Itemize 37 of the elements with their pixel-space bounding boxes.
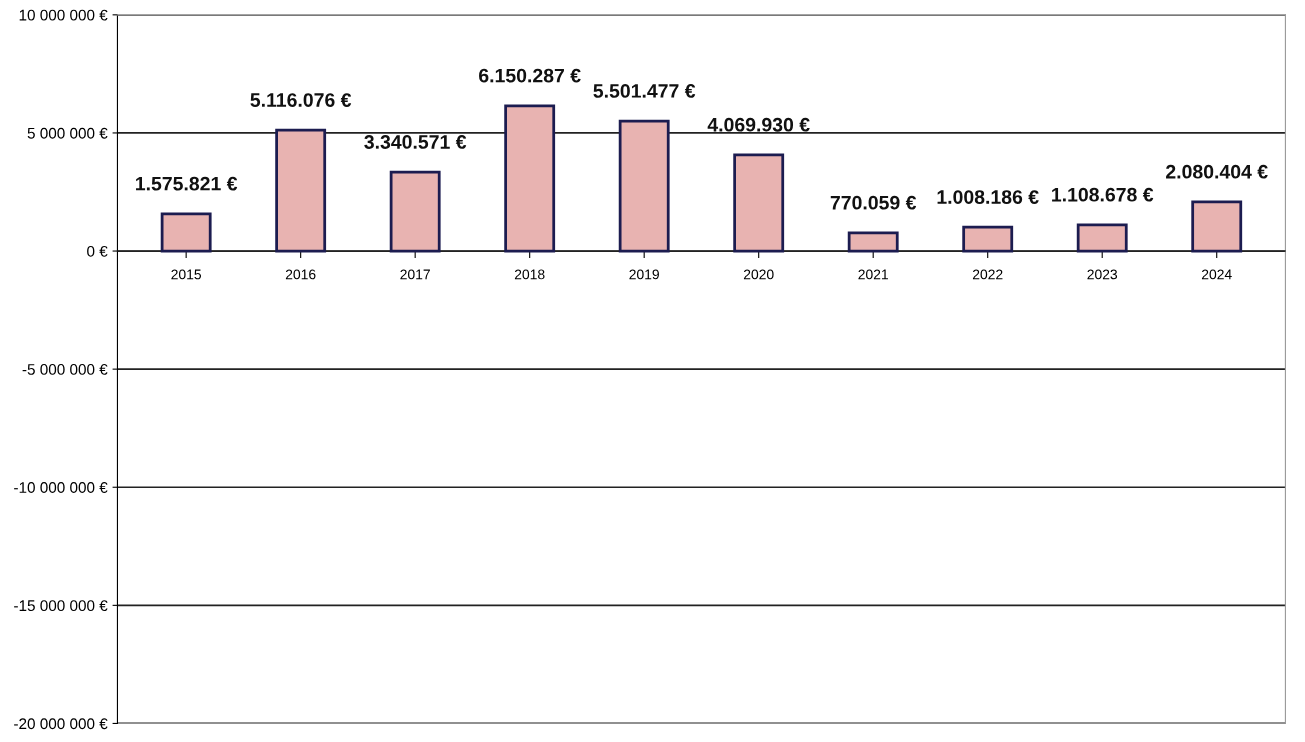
x-tick-label: 2021	[858, 269, 888, 280]
data-label: 1.108.678 €	[1052, 187, 1154, 202]
bar	[160, 212, 212, 253]
y-tick-label: -10 000 000 €	[14, 482, 108, 493]
bar	[1191, 200, 1243, 253]
bar	[847, 231, 899, 253]
y-tick-label: 10 000 000 €	[19, 9, 108, 21]
bar	[275, 128, 327, 253]
bar	[962, 225, 1014, 253]
y-tick-label: 0 €	[87, 245, 108, 257]
bar	[1076, 223, 1128, 253]
data-label: 5.116.076 €	[250, 93, 352, 107]
bar	[504, 104, 556, 253]
bar	[618, 119, 670, 253]
data-label: 1.575.821 €	[136, 176, 238, 191]
bar	[389, 170, 441, 253]
data-label: 5.501.477 €	[593, 84, 696, 98]
x-tick-label: 2022	[972, 269, 1003, 280]
y-tick-label: 5 000 000 €	[27, 127, 108, 139]
x-tick-label: 2019	[629, 269, 659, 280]
x-tick-label: 2017	[400, 269, 430, 280]
bar	[733, 153, 785, 253]
x-tick-label: 2023	[1087, 269, 1118, 280]
y-tick-label: -20 000 000 €	[14, 718, 108, 730]
x-tick-label: 2020	[743, 269, 774, 280]
data-label: 6.150.287 €	[479, 68, 581, 83]
data-label: 770.059 €	[830, 195, 917, 210]
x-tick-label: 2015	[171, 269, 202, 280]
data-label: 1.008.186 €	[937, 190, 1039, 204]
x-tick-label: 2016	[285, 269, 316, 280]
x-tick-label: 2018	[514, 269, 545, 280]
data-label: 2.080.404 €	[1166, 164, 1268, 179]
y-tick-label: -5 000 000 €	[22, 364, 108, 375]
y-tick-label: -15 000 000 €	[14, 600, 108, 612]
data-label: 3.340.571 €	[364, 135, 467, 149]
data-label: 4.069.930 €	[707, 117, 810, 132]
x-tick-label: 2024	[1201, 269, 1232, 280]
